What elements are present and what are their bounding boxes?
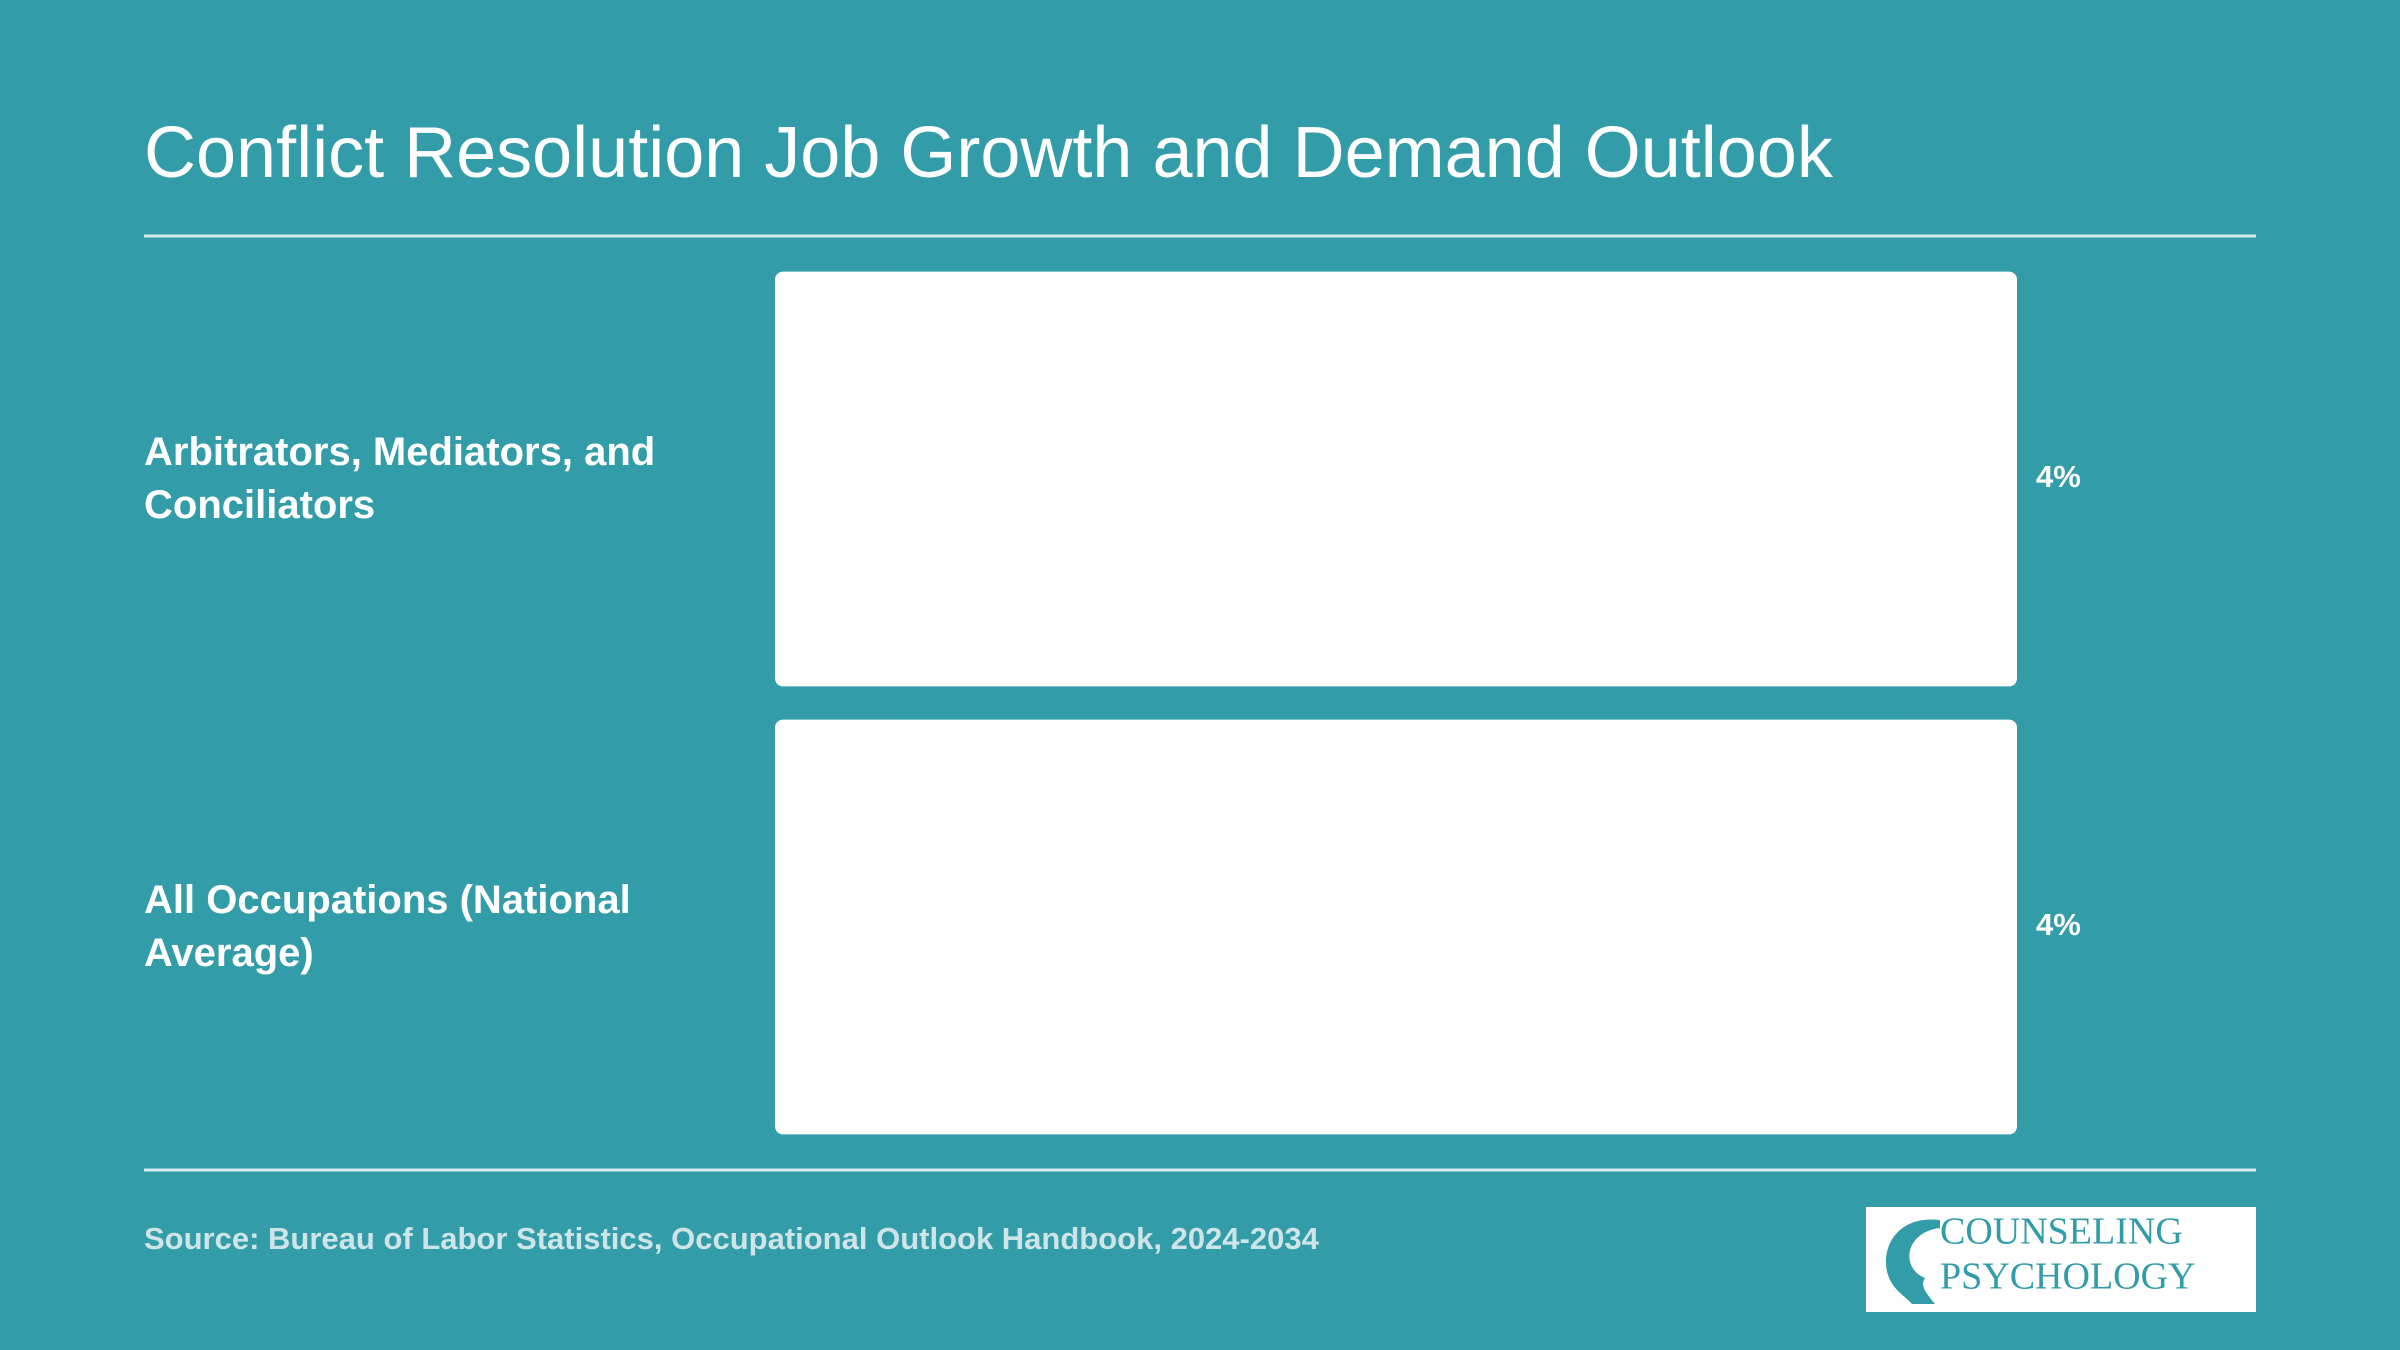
logo-text: PSYCHOLOGY: [1940, 1256, 2195, 1298]
value-label: 4%: [2036, 907, 2081, 942]
logo-text: COUNSELING: [1940, 1211, 2183, 1253]
source-note: Source: Bureau of Labor Statistics, Occu…: [144, 1221, 1320, 1256]
bar: [775, 271, 2017, 687]
category-label: Arbitrators, Mediators, and Conciliators: [144, 430, 656, 527]
value-label: 4%: [2036, 459, 2081, 494]
logo: COUNSELING PSYCHOLOGY: [1866, 1207, 2256, 1312]
chart-title: Conflict Resolution Job Growth and Deman…: [144, 113, 1834, 193]
logo-icon: [1885, 1219, 1940, 1304]
category-label: All Occupations (National Average): [144, 878, 631, 975]
bar: [775, 719, 2017, 1135]
